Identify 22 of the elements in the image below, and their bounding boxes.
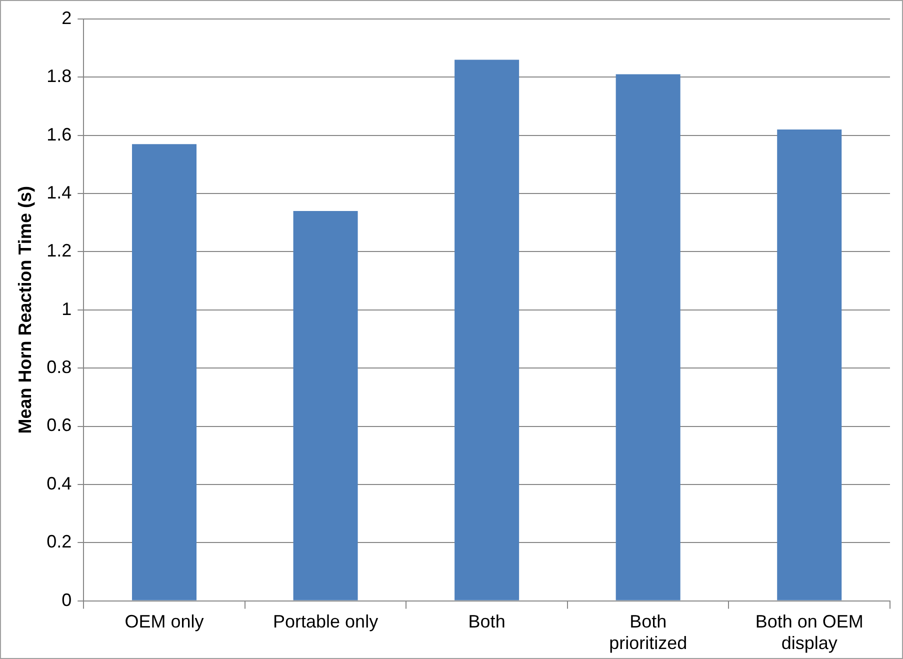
bar — [132, 144, 197, 600]
x-tick-label: Both — [468, 612, 506, 632]
y-tick-label: 1 — [62, 298, 72, 319]
y-tick-label: 0.2 — [46, 532, 72, 552]
y-axis-title: Mean Horn Reaction Time (s) — [14, 186, 35, 434]
bar — [616, 74, 680, 600]
x-tick-label: Portable only — [272, 612, 378, 632]
y-tick-label: 1.2 — [46, 240, 72, 261]
y-tick-label: 2 — [62, 8, 72, 28]
x-tick-label: Both on OEM display — [755, 612, 864, 654]
y-tick-label: 1.6 — [46, 124, 72, 144]
bar — [777, 130, 842, 600]
y-tick-label: 0.4 — [46, 473, 72, 494]
y-tick-label: 0 — [62, 590, 72, 610]
x-tick-label: OEM only — [124, 612, 204, 632]
y-tick-label: 0.6 — [46, 415, 72, 436]
y-tick-label: 0.8 — [46, 357, 72, 378]
bar — [454, 60, 520, 600]
y-tick-label: 1.4 — [46, 182, 72, 203]
bar — [293, 210, 358, 600]
x-tick-label: Both prioritized — [609, 612, 688, 654]
y-tick-label: 1.8 — [46, 66, 72, 86]
